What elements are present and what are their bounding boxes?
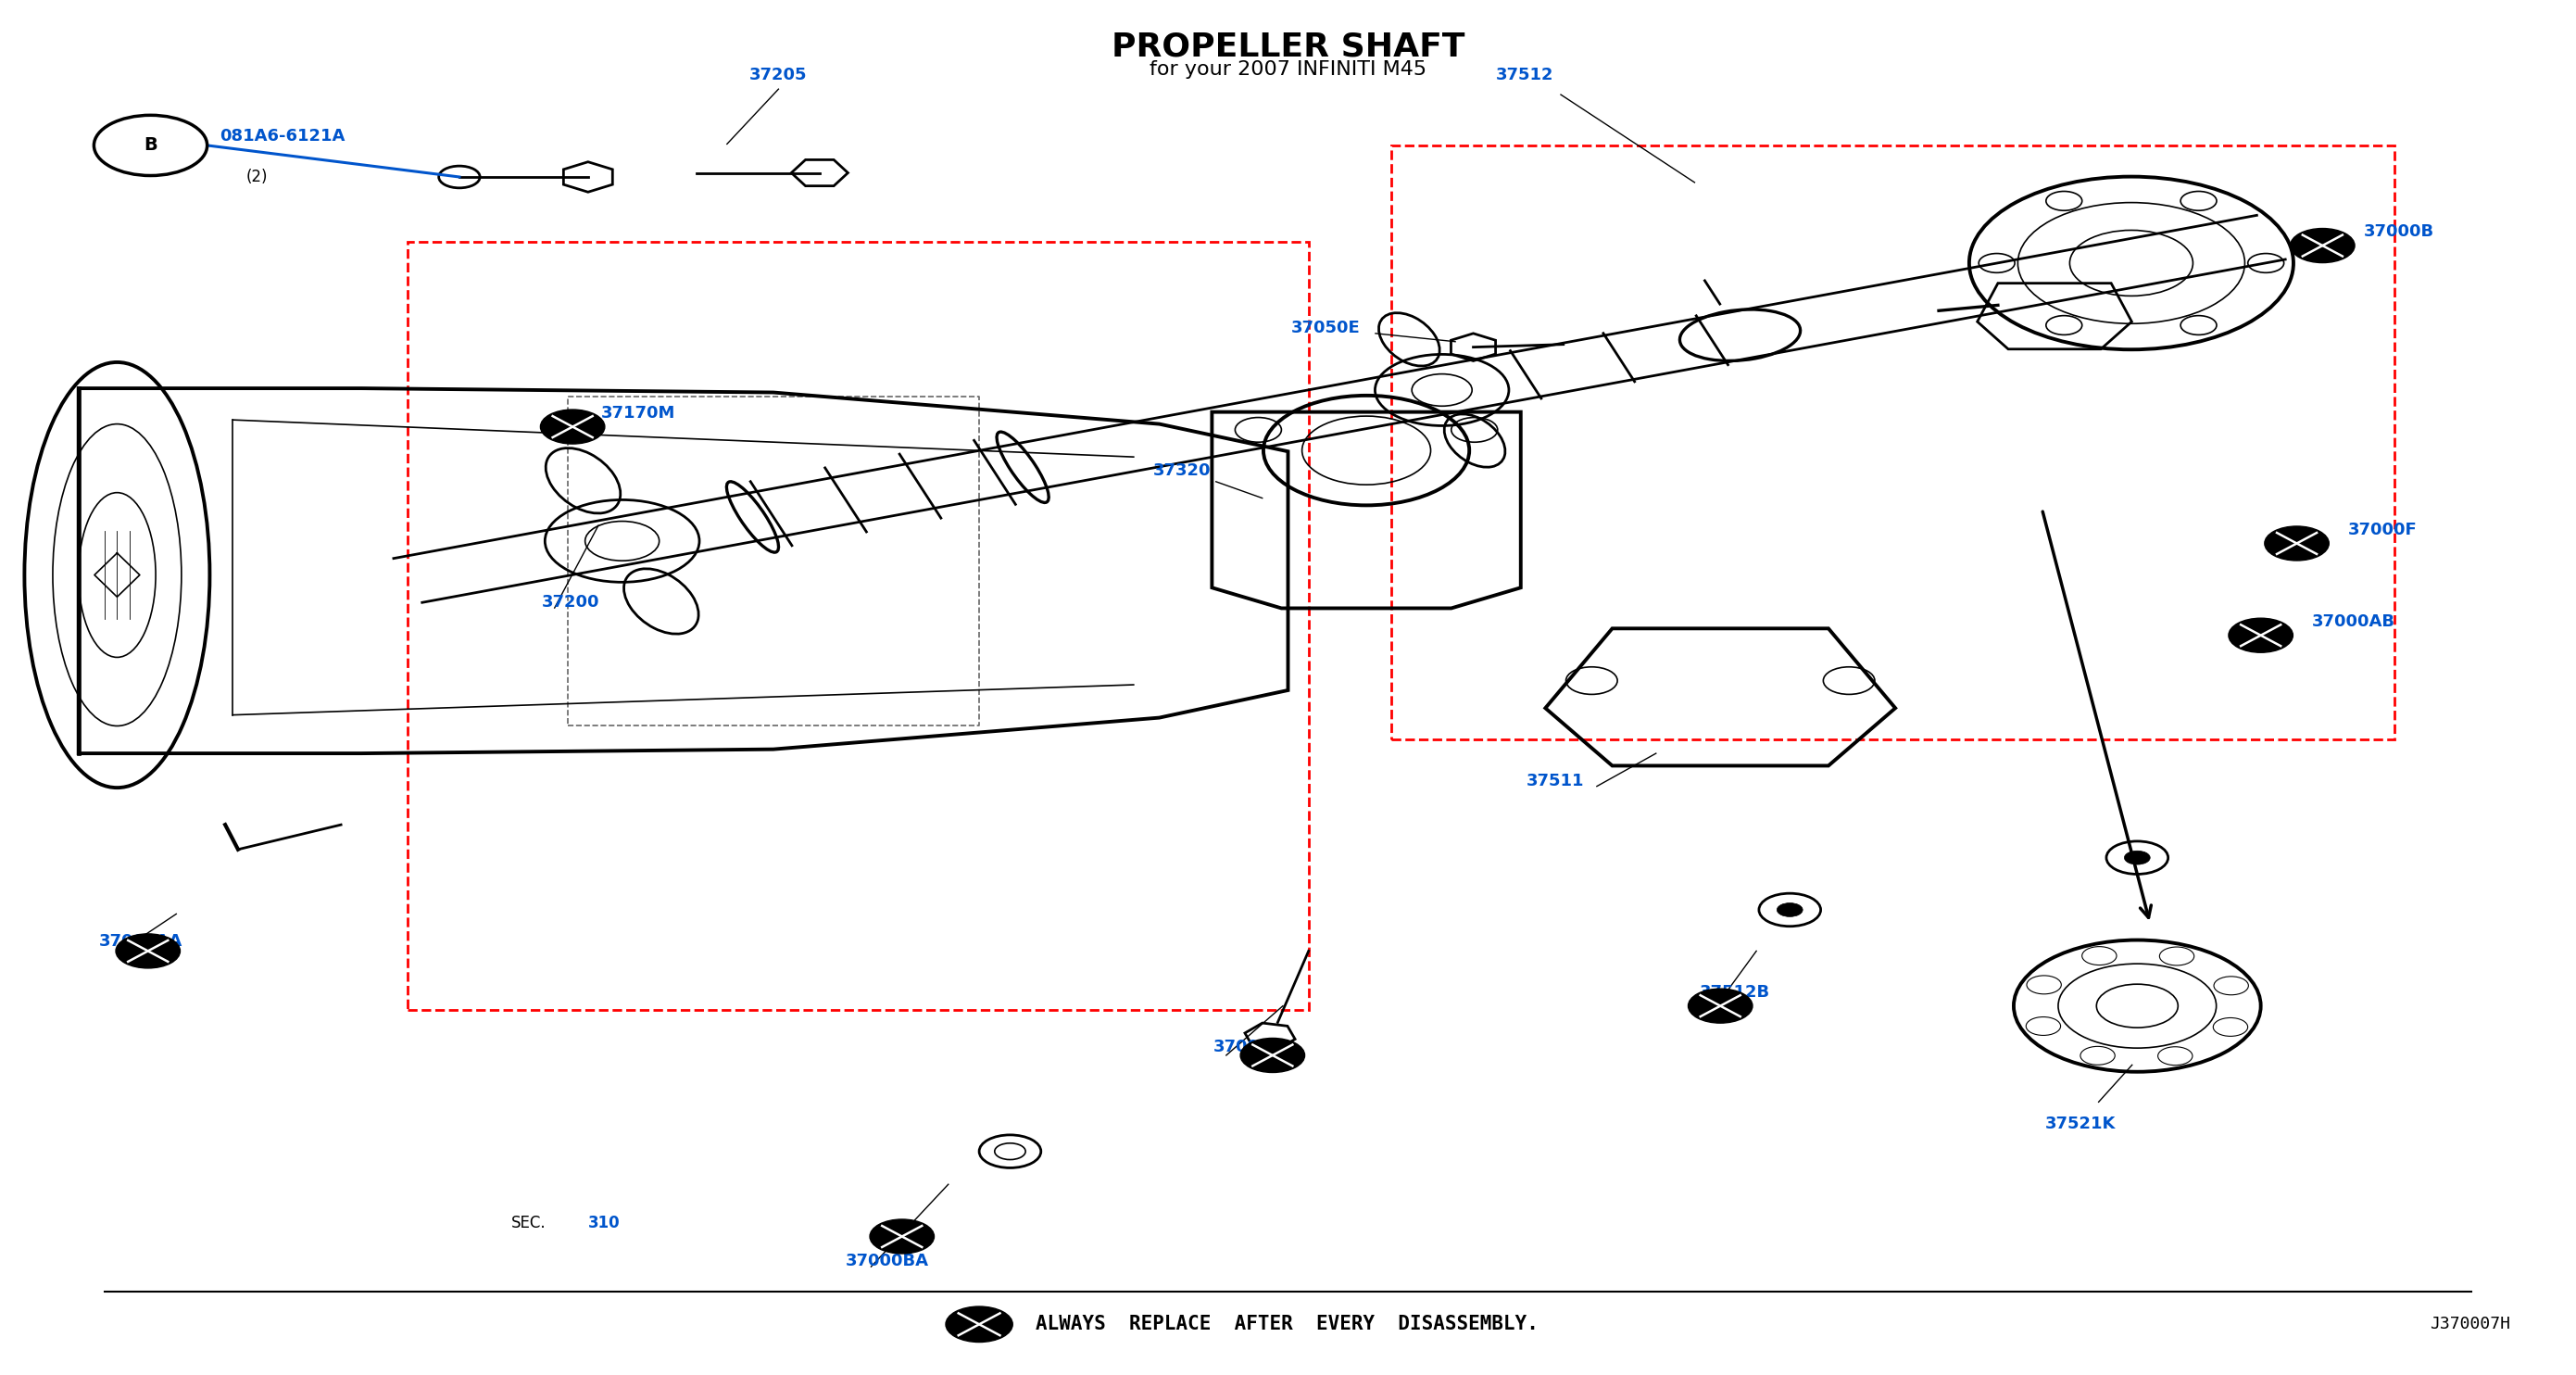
Text: 37000AB: 37000AB (2313, 613, 2396, 630)
Text: 310: 310 (587, 1214, 621, 1231)
Text: SEC.: SEC. (510, 1214, 546, 1231)
Circle shape (871, 1220, 935, 1254)
Text: 37200: 37200 (541, 594, 600, 610)
Text: 37521K: 37521K (2045, 1115, 2115, 1133)
Text: 37170M: 37170M (600, 404, 675, 421)
Text: 37000F: 37000F (2349, 521, 2416, 538)
Bar (407, 242, 1309, 1011)
Text: 37000BA: 37000BA (845, 1253, 930, 1269)
Text: 37512B: 37512B (1700, 984, 1770, 1001)
Text: PROPELLER SHAFT: PROPELLER SHAFT (1110, 32, 1466, 63)
Text: J370007H: J370007H (2429, 1316, 2512, 1332)
Circle shape (116, 934, 180, 968)
Bar (1391, 146, 2396, 740)
Text: (2): (2) (245, 169, 268, 186)
Text: 37000AA: 37000AA (98, 934, 183, 950)
Text: for your 2007 INFINITI M45: for your 2007 INFINITI M45 (1149, 60, 1427, 78)
Circle shape (945, 1306, 1012, 1342)
Text: 37050E: 37050E (1291, 319, 1360, 337)
Circle shape (1687, 989, 1752, 1023)
Text: 081A6-6121A: 081A6-6121A (219, 128, 345, 144)
Text: 37512: 37512 (1497, 67, 1553, 84)
Text: ALWAYS  REPLACE  AFTER  EVERY  DISASSEMBLY.: ALWAYS REPLACE AFTER EVERY DISASSEMBLY. (1036, 1314, 1538, 1334)
Text: 37000B: 37000B (2365, 224, 2434, 241)
Circle shape (2264, 527, 2329, 561)
Circle shape (1242, 1038, 1303, 1073)
Circle shape (541, 410, 605, 444)
Text: 37205: 37205 (750, 67, 806, 84)
Text: 37511: 37511 (1525, 773, 1584, 789)
Text: B: B (144, 136, 157, 154)
Text: 37000A: 37000A (1213, 1038, 1283, 1056)
Circle shape (2290, 228, 2354, 263)
Text: 37320: 37320 (1154, 462, 1211, 478)
Circle shape (2125, 851, 2151, 865)
Circle shape (2228, 619, 2293, 653)
Circle shape (1777, 903, 1803, 917)
